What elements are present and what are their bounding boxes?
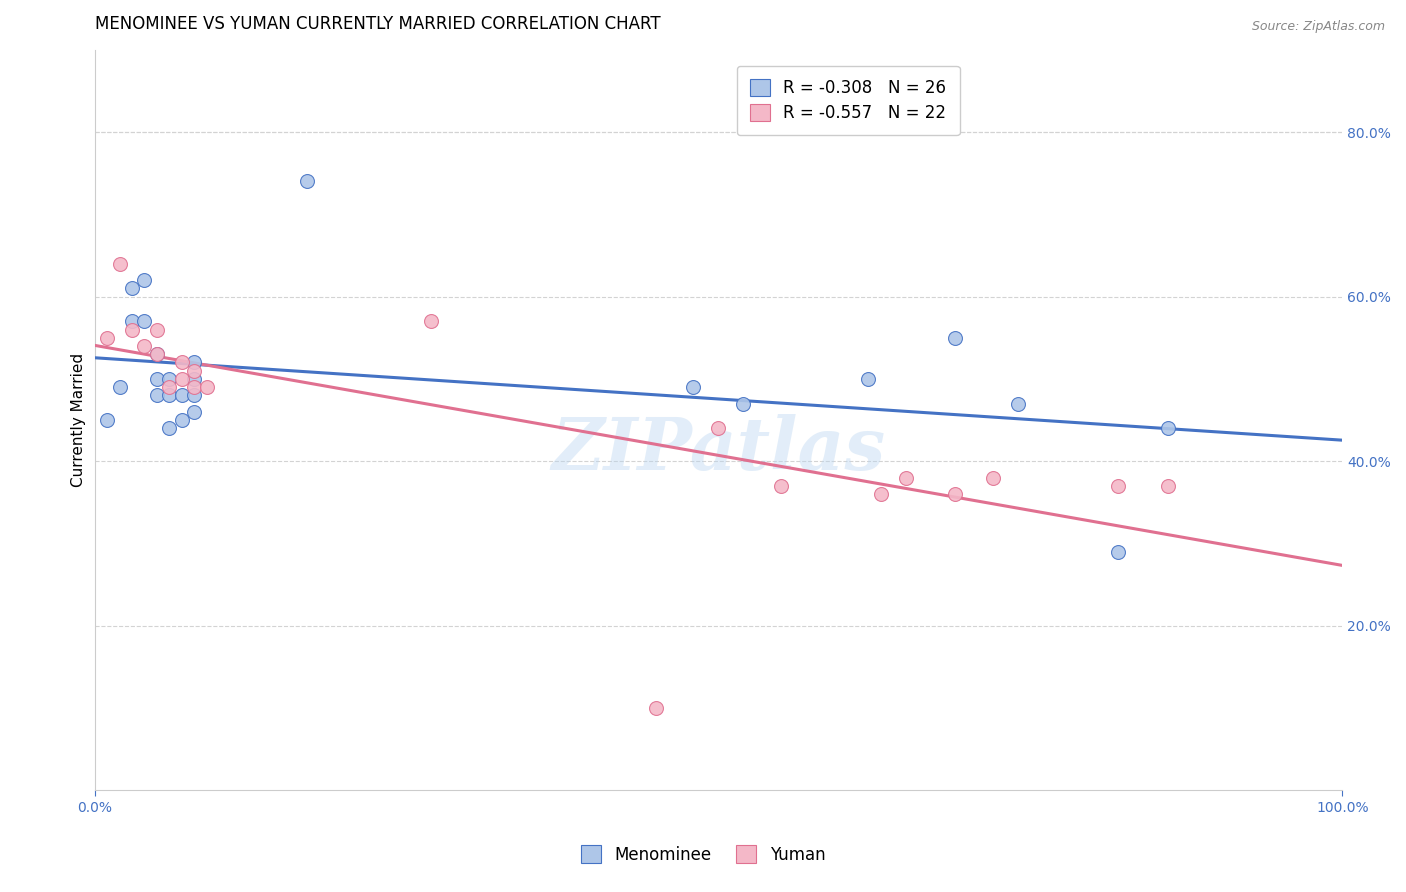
Point [183, 372, 205, 386]
Point [159, 372, 181, 386]
Point [183, 355, 205, 369]
Point [645, 701, 668, 715]
Text: MENOMINEE VS YUMAN CURRENTLY MARRIED CORRELATION CHART: MENOMINEE VS YUMAN CURRENTLY MARRIED COR… [94, 15, 661, 33]
Point [420, 314, 443, 328]
Point [170, 388, 193, 402]
Point [96, 413, 118, 427]
Point [869, 487, 891, 501]
Point [121, 281, 143, 295]
Y-axis label: Currently Married: Currently Married [72, 353, 86, 487]
Point [146, 322, 169, 336]
Point [159, 388, 181, 402]
Point [945, 331, 967, 345]
Point [1156, 479, 1178, 493]
Point [121, 314, 143, 328]
Point [134, 273, 156, 287]
Point [183, 405, 205, 419]
Legend: R = -0.308   N = 26, R = -0.557   N = 22: R = -0.308 N = 26, R = -0.557 N = 22 [737, 66, 960, 136]
Point [183, 380, 205, 394]
Point [981, 470, 1004, 484]
Point [146, 388, 169, 402]
Point [170, 355, 193, 369]
Point [108, 380, 131, 394]
Point [707, 421, 730, 435]
Point [945, 487, 967, 501]
Point [682, 380, 704, 394]
Point [159, 421, 181, 435]
Point [146, 347, 169, 361]
Point [856, 372, 879, 386]
Text: Source: ZipAtlas.com: Source: ZipAtlas.com [1251, 20, 1385, 33]
Point [134, 314, 156, 328]
Point [1156, 421, 1178, 435]
Point [108, 257, 131, 271]
Point [170, 372, 193, 386]
Point [121, 322, 143, 336]
Point [170, 413, 193, 427]
Point [1107, 479, 1129, 493]
Point [769, 479, 792, 493]
Point [146, 347, 169, 361]
Legend: Menominee, Yuman: Menominee, Yuman [574, 838, 832, 871]
Point [183, 364, 205, 378]
Point [195, 380, 218, 394]
Point [733, 396, 755, 410]
Text: ZIPatlas: ZIPatlas [551, 414, 886, 485]
Point [96, 331, 118, 345]
Point [183, 388, 205, 402]
Point [1007, 396, 1029, 410]
Point [134, 339, 156, 353]
Point [146, 372, 169, 386]
Point [159, 380, 181, 394]
Point [295, 174, 318, 188]
Point [894, 470, 917, 484]
Point [1107, 544, 1129, 558]
